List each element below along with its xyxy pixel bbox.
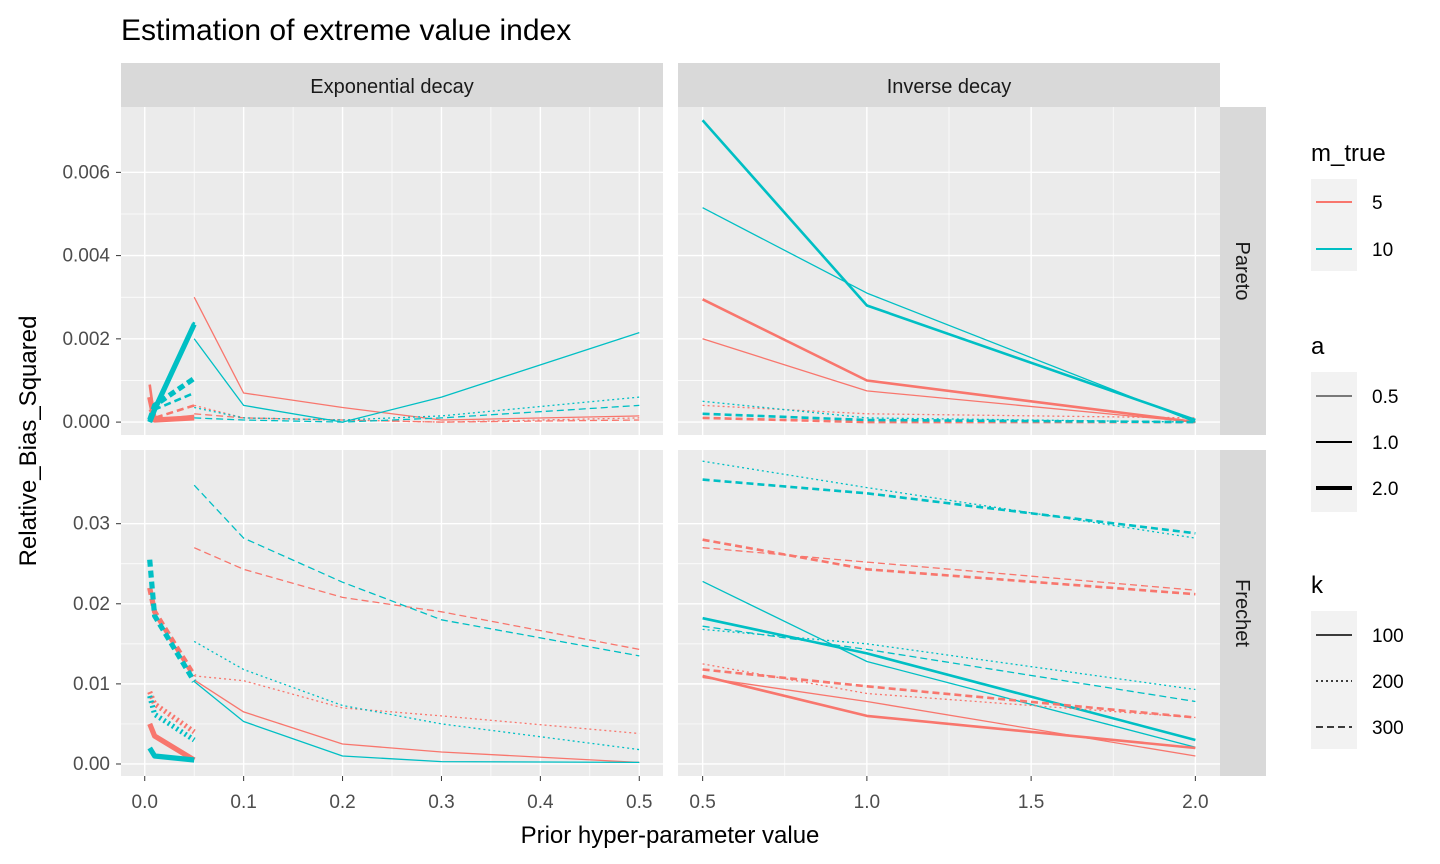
series-line-m10-a1-0-k300	[148, 391, 195, 421]
y-tick-label: 0.02	[73, 594, 110, 615]
series-line-m5-a2-0-k300	[147, 587, 197, 678]
y-tick-label: 0.03	[73, 514, 110, 535]
x-tick-label: 0.3	[428, 792, 454, 813]
series-line-m10-a0-5-k300	[702, 625, 1196, 703]
strip-label-inverse-decay: Inverse decay	[887, 76, 1012, 98]
strip-top-inverse: Inverse decay	[678, 63, 1220, 107]
strip-label-frechet: Frechet	[1231, 579, 1253, 647]
panel-exponential-decay-pareto	[121, 107, 663, 435]
series-line-m10-a0-5-k100	[702, 207, 1196, 423]
series-line-m5-a1-0-k300	[702, 668, 1196, 719]
y-tick-label: 0.006	[62, 162, 110, 183]
series-line-m10-a0-5-k300	[194, 404, 640, 423]
series-line-m10-a0-5-k200	[702, 400, 1196, 423]
series-line-m10-a1-0-k100	[701, 119, 1196, 422]
x-tick-labels: 0.0 0.1 0.2 0.3 0.4 0.5 0.5 1.0 1.5 2.0	[132, 776, 1209, 813]
x-tick-label: 2.0	[1182, 792, 1208, 813]
legend-a: a 0.5 1.0 2.0	[1311, 333, 1398, 512]
series-line-m10-a0-5-k100	[193, 680, 640, 764]
series-line-m10-a1-0-k300	[702, 478, 1196, 535]
x-tick-label: 0.4	[527, 792, 554, 813]
y-tick-label: 0.000	[62, 412, 110, 433]
x-tick-label: 0.2	[329, 792, 355, 813]
legend-m-true-label-5: 5	[1372, 193, 1383, 214]
panel-exponential-decay-frechet	[121, 450, 663, 776]
x-axis-title: Prior hyper-parameter value	[521, 822, 820, 849]
chart-title: Estimation of extreme value index	[121, 14, 571, 47]
strip-top-exponential: Exponential decay	[121, 63, 663, 107]
series-line-m10-a0-5-k200	[702, 628, 1196, 691]
legend-m-true: m_true 5 10	[1311, 140, 1393, 271]
y-tick-label: 0.00	[73, 754, 110, 775]
legend-k-label-200: 200	[1372, 672, 1404, 693]
strip-right-pareto: Pareto	[1220, 107, 1266, 435]
legend-a-label-2-0: 2.0	[1372, 479, 1398, 500]
series-line-m10-a0-5-k300	[193, 484, 640, 657]
panel-inverse-decay-frechet	[678, 450, 1220, 776]
y-axis-title: Relative_Bias_Squared	[15, 316, 42, 567]
series-line-m5-a0-5-k100	[702, 676, 1196, 757]
y-tick-labels: 0.000 0.002 0.004 0.006 0.00 0.01 0.02 0.03	[62, 162, 121, 775]
series-line-m5-a2-0-k200	[147, 690, 196, 735]
y-tick-label: 0.004	[62, 246, 110, 267]
series-line-m5-a0-5-k300	[194, 413, 640, 423]
strip-label-pareto: Pareto	[1231, 242, 1253, 301]
x-tick-label: 1.5	[1018, 792, 1044, 813]
series-line-m5-a0-5-k200	[702, 663, 1196, 719]
legend-a-title: a	[1311, 333, 1325, 360]
strip-right-frechet: Frechet	[1220, 450, 1266, 776]
series-line-m5-a0-5-k100	[193, 679, 640, 764]
series-line-m10-a2-0-k100	[147, 746, 195, 763]
series-line-m5-a0-5-k100	[193, 296, 640, 421]
legend-k-title: k	[1311, 572, 1324, 599]
legend-a-label-1-0: 1.0	[1372, 433, 1398, 454]
series-line-m10-a0-5-k100	[702, 580, 1196, 748]
series-line-m10-a1-0-k100	[702, 616, 1196, 742]
legend-m-true-label-10: 10	[1372, 240, 1393, 261]
x-tick-label: 0.5	[626, 792, 652, 813]
legend-k-label-100: 100	[1372, 626, 1404, 647]
series-line-m10-a2-0-k200	[147, 695, 196, 743]
series-line-m5-a2-0-k100	[147, 722, 196, 763]
series-line-m5-a0-5-k100	[702, 338, 1196, 423]
legend-a-label-0-5: 0.5	[1372, 387, 1398, 408]
series-line-m5-a2-0-k100	[147, 396, 195, 423]
x-tick-label: 0.1	[230, 792, 256, 813]
legend-m-true-title: m_true	[1311, 140, 1386, 167]
y-tick-label: 0.01	[73, 674, 110, 695]
series-line-m10-a0-5-k200	[702, 460, 1196, 539]
series-line-m5-a1-0-k300	[702, 538, 1196, 596]
legend-k: k 100 200 300	[1311, 572, 1404, 749]
panel-inverse-decay-pareto	[678, 107, 1220, 435]
x-tick-label: 1.0	[854, 792, 880, 813]
x-tick-label: 0.5	[689, 792, 715, 813]
series-line-m5-a0-5-k300	[193, 547, 640, 651]
legend-k-label-300: 300	[1372, 718, 1404, 739]
x-tick-label: 0.0	[132, 792, 158, 813]
facet-panels	[121, 107, 1220, 776]
series-line-m5-a1-0-k100	[702, 298, 1196, 424]
strip-label-exponential-decay: Exponential decay	[310, 76, 473, 98]
series-line-m10-a2-0-k300	[147, 559, 197, 683]
y-tick-label: 0.002	[62, 329, 110, 350]
